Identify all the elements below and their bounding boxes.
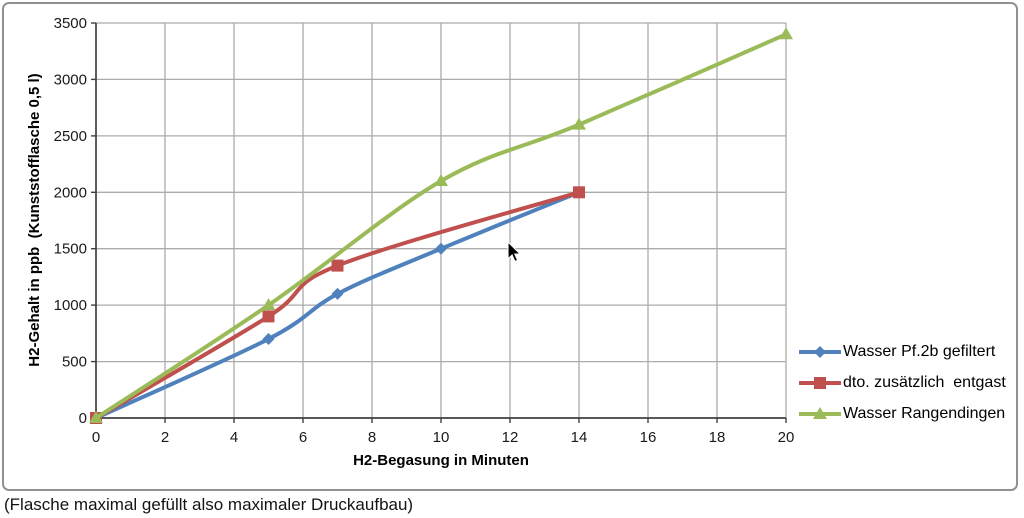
triangle-marker: [813, 406, 827, 419]
legend-item-series-3[interactable]: Wasser Rangendingen: [799, 398, 1017, 429]
legend-line-square-icon: [799, 376, 841, 389]
legend-item-series-2[interactable]: dto. zusätzlich entgast: [799, 367, 1017, 398]
y-axis-title: H2-Gehalt in ppb (Kunststofflasche 0,5 l…: [26, 73, 43, 367]
legend-item-series-1[interactable]: Wasser Pf.2b gefiltert: [799, 336, 1017, 367]
diamond-marker: [814, 345, 826, 358]
square-marker: [814, 376, 826, 389]
legend-line-triangle-icon: [799, 406, 841, 419]
legend-line-diamond-icon: [799, 345, 841, 358]
x-axis-title: H2-Begasung in Minuten: [353, 452, 529, 469]
legend-label: dto. zusätzlich entgast: [843, 373, 1006, 391]
legend-label: Wasser Pf.2b gefiltert: [843, 342, 996, 360]
chart-legend: Wasser Pf.2b gefiltert dto. zusätzlich e…: [799, 336, 1017, 429]
chart-caption: (Flasche maximal gefüllt also maximaler …: [4, 495, 414, 514]
legend-label: Wasser Rangendingen: [843, 404, 1006, 422]
mouse-cursor-icon: [507, 240, 522, 263]
